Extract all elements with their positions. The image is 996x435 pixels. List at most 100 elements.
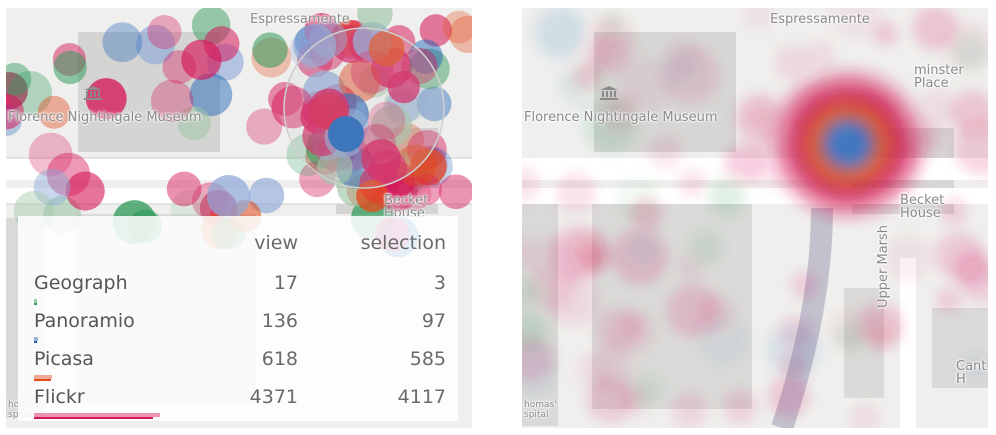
label-westminster-place: minster Place	[914, 63, 964, 91]
legend-source-name: Picasa	[34, 348, 94, 370]
density-blob	[555, 172, 597, 214]
photo-dot	[387, 71, 420, 104]
photo-dot	[147, 15, 182, 50]
photo-dot	[189, 73, 233, 117]
legend-row-flickr[interactable]: Flickr 4371 4117	[18, 386, 458, 424]
legend-selection-bar	[34, 303, 37, 305]
photo-dot	[367, 101, 406, 140]
photo-dots-layer	[6, 8, 472, 258]
photo-dot-selected[interactable]	[328, 116, 364, 152]
legend-selection-count: 3	[433, 272, 446, 294]
photo-dot	[442, 10, 472, 44]
density-blob	[959, 259, 988, 304]
density-blob	[595, 307, 641, 354]
legend-row-panoramio[interactable]: Panoramio 136 97	[18, 310, 458, 348]
density-blob	[591, 36, 631, 77]
photo-dot	[28, 132, 73, 177]
label-espressamente: Espressamente	[770, 12, 870, 27]
photo-dot	[248, 177, 285, 214]
density-blob	[648, 135, 682, 170]
legend-row-geograph[interactable]: Geograph 17 3	[18, 272, 458, 310]
label-museum: Florence Nightingale Museum	[8, 110, 202, 125]
photo-dot	[102, 22, 143, 63]
density-blob	[918, 88, 958, 128]
label-cant: Cant H	[956, 359, 987, 387]
legend-row-picasa[interactable]: Picasa 618 585	[18, 348, 458, 386]
density-blob	[522, 335, 554, 382]
density-blob	[768, 375, 810, 418]
density-blob	[722, 389, 758, 424]
density-blob	[671, 392, 708, 428]
photo-dot	[317, 149, 353, 186]
density-blob	[804, 40, 836, 72]
density-blob	[950, 32, 988, 72]
legend-source-name: Panoramio	[34, 310, 135, 332]
photo-dot	[166, 171, 202, 207]
photo-dot	[207, 174, 251, 219]
density-blob	[774, 44, 811, 82]
label-upper-marsh: Upper Marsh	[876, 224, 891, 308]
label-museum: Florence Nightingale Museum	[524, 110, 718, 125]
photo-dot	[162, 50, 197, 84]
selection-circle[interactable]	[283, 27, 445, 189]
density-blob	[724, 141, 767, 185]
photo-dot	[449, 15, 472, 54]
legend-selection-count: 4117	[397, 386, 446, 408]
density-blob	[522, 167, 541, 202]
road-upper-marsh	[900, 258, 916, 428]
legend-view-bar	[34, 337, 38, 341]
density-blob	[629, 196, 663, 230]
label-thomas-hospital: homas' spital	[524, 400, 557, 420]
photo-dot	[177, 106, 211, 141]
density-blob	[830, 8, 880, 40]
photo-dot	[252, 32, 288, 68]
density-blob	[664, 47, 720, 104]
legend-view-bar	[34, 413, 160, 417]
photo-dot	[361, 139, 401, 179]
legend-view-count: 136	[261, 310, 298, 332]
photo-dot	[53, 50, 87, 85]
density-blob	[961, 354, 986, 379]
density-hotspot	[766, 64, 930, 224]
density-blob	[534, 8, 587, 59]
density-blob	[868, 320, 897, 349]
photo-dot	[135, 24, 176, 65]
density-blob	[549, 226, 605, 281]
legend-selection-bar	[34, 341, 37, 343]
density-blob	[790, 271, 819, 300]
photo-dot	[338, 60, 381, 103]
photo-dot	[419, 14, 452, 47]
legend-source-name: Geograph	[34, 272, 128, 294]
legend-view-bar	[34, 375, 52, 379]
density-blob	[584, 97, 639, 152]
density-blob	[954, 120, 988, 175]
label-espressamente: Espressamente	[250, 12, 350, 27]
map-panel-density[interactable]: Espressamente Florence Nightingale Museu…	[522, 8, 988, 428]
photo-dot	[150, 79, 194, 123]
legend-selection-count: 97	[421, 310, 446, 332]
photo-dot	[181, 39, 222, 80]
legend-view-count: 4371	[249, 386, 298, 408]
photo-dot	[37, 95, 71, 129]
legend-header-selection: selection	[360, 232, 446, 254]
legend-selection-bar	[34, 417, 153, 419]
museum-icon	[84, 86, 102, 100]
density-blob	[939, 197, 968, 226]
museum-icon	[600, 86, 618, 100]
density-blob	[850, 403, 881, 428]
density-blob	[633, 374, 665, 405]
photo-dot	[408, 48, 450, 90]
density-blob	[573, 62, 601, 91]
legend-header-view: view	[254, 232, 298, 254]
density-blob	[586, 376, 633, 424]
legend-selection-count: 585	[409, 348, 446, 370]
photo-dot	[357, 8, 393, 32]
legend-view-bar	[34, 299, 37, 303]
photo-dot	[65, 171, 105, 211]
map-panel-dots[interactable]: Espressamente Florence Nightingale Museu…	[6, 8, 472, 428]
density-blob	[936, 287, 961, 313]
density-blob	[742, 8, 778, 31]
density-blob	[833, 321, 865, 353]
photo-dot	[6, 93, 24, 130]
photo-dot	[246, 108, 283, 145]
